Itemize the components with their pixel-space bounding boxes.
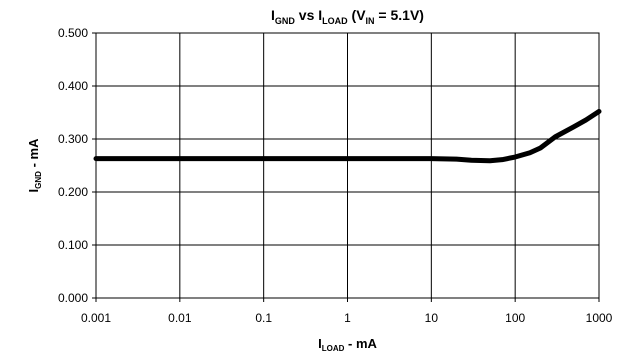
label-text: vs I	[295, 7, 322, 23]
grid	[92, 32, 600, 302]
series-line	[93, 108, 602, 164]
series-layer	[93, 108, 602, 164]
label-text: I	[26, 189, 41, 193]
y-tick-label: 0.300	[58, 132, 88, 146]
subscript-text: LOAD	[322, 16, 348, 26]
x-axis-title: ILOAD - mA	[318, 336, 377, 353]
y-tick-label: 0.200	[58, 185, 88, 199]
x-tick-label: 100	[505, 311, 525, 325]
y-tick-label: 0.400	[58, 79, 88, 93]
x-tick-label: 1000	[586, 311, 613, 325]
label-text: - mA	[344, 336, 377, 351]
x-tick-label: 0.01	[168, 311, 192, 325]
tick-labels: 0.001 0.01 0.1 1 10 100 1000 0.000 0.100 0.200 0.3…	[58, 26, 613, 325]
x-tick-label: 10	[425, 311, 439, 325]
label-text: = 5.1V)	[375, 7, 424, 23]
x-tick-label: 1	[344, 311, 351, 325]
x-tick-label: 0.1	[255, 311, 272, 325]
label-text: (V	[348, 7, 367, 23]
label-text: I	[271, 7, 275, 23]
y-tick-label: 0.100	[58, 238, 88, 252]
y-tick-label: 0.000	[58, 291, 88, 305]
subscript-text: IN	[366, 16, 375, 26]
y-axis-title: IGND - mA	[26, 138, 43, 193]
subscript-text: GND	[34, 171, 43, 189]
plot-frame	[95, 32, 600, 299]
subscript-text: LOAD	[322, 344, 345, 353]
y-tick-label: 0.500	[58, 26, 88, 40]
label-text: I	[318, 336, 322, 351]
chart-title: IGND vs ILOAD (VIN = 5.1V)	[271, 7, 424, 26]
label-text: - mA	[26, 138, 41, 171]
subscript-text: GND	[275, 16, 296, 26]
x-tick-label: 0.001	[81, 311, 111, 325]
